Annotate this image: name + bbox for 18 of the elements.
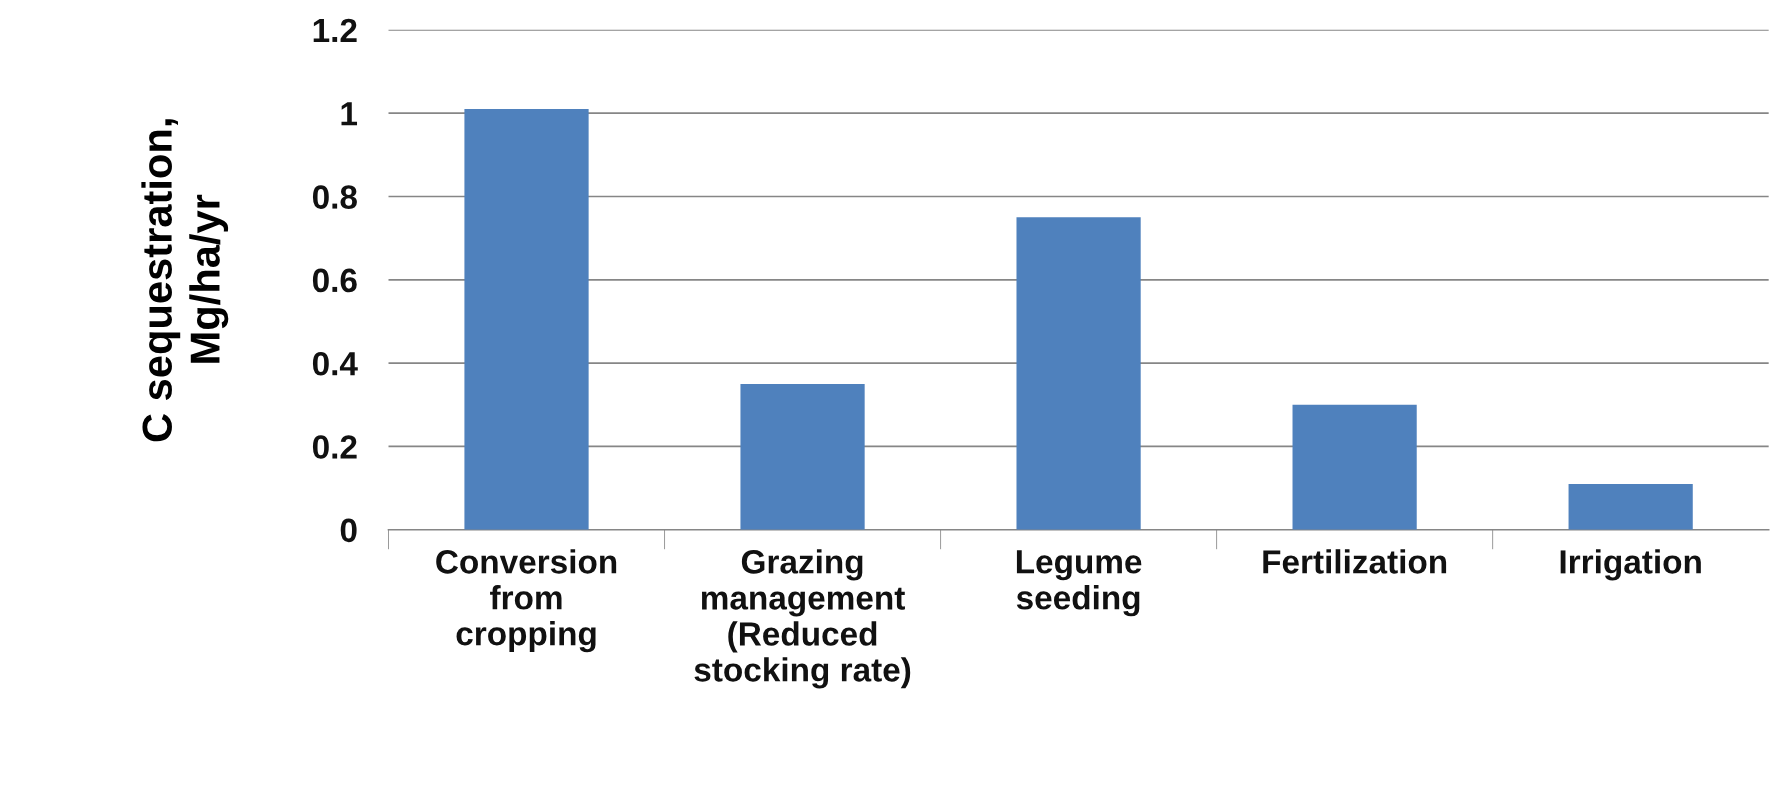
x-tick-label: Fertilization (1263, 549, 1447, 574)
x-tick-label: Grazing management (Reduced stocking rate) (694, 549, 911, 689)
y-tick-label: 1.2 (313, 18, 357, 42)
x-tick-label: Legume seeding (1016, 550, 1142, 617)
y-tick-label: 0.4 (312, 351, 358, 376)
y-tick-label: 0.2 (312, 435, 357, 459)
bar (740, 383, 865, 530)
y-axis-title: C sequestration, Mg/ha/yr (141, 119, 229, 442)
bar (1568, 483, 1693, 530)
y-tick-label: 1 (341, 102, 358, 126)
y-tick-label: 0.8 (312, 185, 357, 209)
x-tick-label: Conversion from cropping (436, 549, 617, 653)
bar (1292, 404, 1417, 530)
y-tick-label: 0 (340, 518, 357, 543)
bar (464, 109, 589, 530)
x-tick-label: Irrigation (1560, 549, 1701, 581)
bar (1016, 217, 1141, 530)
y-tick-label: 0.6 (312, 268, 357, 293)
